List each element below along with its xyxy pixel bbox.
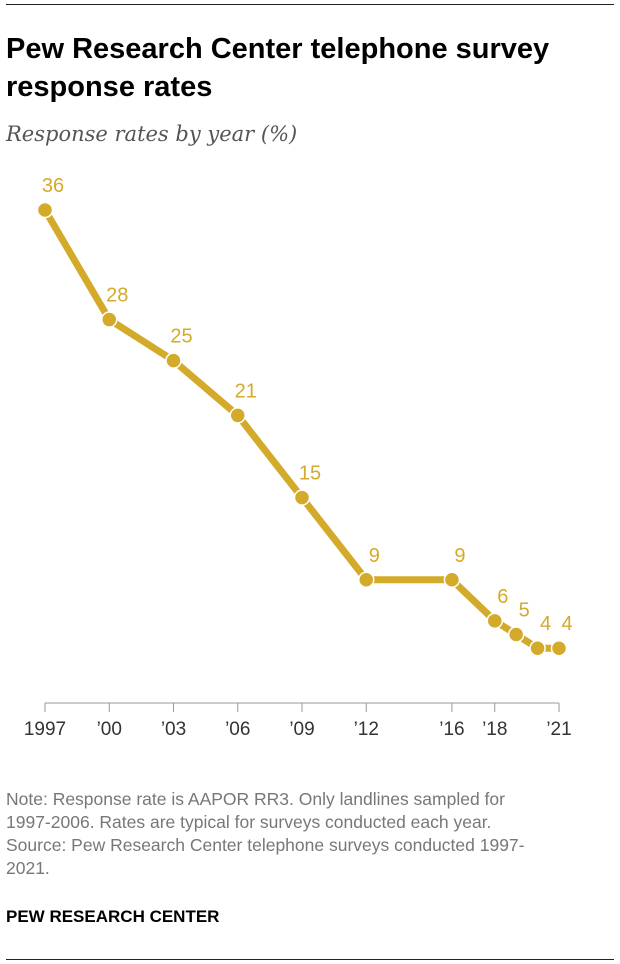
x-tick-label: ’16 xyxy=(439,719,464,740)
data-point xyxy=(293,489,311,506)
data-label: 21 xyxy=(235,380,257,402)
data-point xyxy=(101,311,118,328)
chart-title: Pew Research Center telephone survey res… xyxy=(6,33,550,103)
source-line: 2021. xyxy=(6,858,50,878)
top-rule xyxy=(6,4,614,5)
x-tick-label: ’18 xyxy=(482,719,507,740)
chart-subtitle: Response rates by year (%) xyxy=(6,122,298,146)
x-tick-label: ’00 xyxy=(97,719,122,740)
data-label: 28 xyxy=(106,285,128,307)
data-point xyxy=(443,571,461,588)
data-label: 15 xyxy=(299,463,321,485)
data-point xyxy=(36,201,54,219)
data-point xyxy=(358,571,375,588)
data-label: 9 xyxy=(454,545,465,567)
chart-note: Note: Response rate is AAPOR RR3. Only l… xyxy=(6,788,612,880)
data-point xyxy=(529,639,546,657)
data-point xyxy=(229,407,246,424)
data-label: 6 xyxy=(497,586,508,608)
data-label: 5 xyxy=(519,600,530,622)
x-tick-label: ’09 xyxy=(289,719,314,740)
x-axis: 1997 ’00 ’03 ’06 ’09 ’12 ’16 ’18 ’21 xyxy=(24,702,572,740)
note-line: 1997-2006. Rates are typical for surveys… xyxy=(6,812,492,832)
data-label: 25 xyxy=(170,326,192,348)
data-point xyxy=(486,612,503,630)
x-tick-label: ’03 xyxy=(161,719,186,740)
data-label: 4 xyxy=(540,613,551,635)
data-label: 4 xyxy=(561,613,572,635)
data-point xyxy=(550,639,568,657)
note-line: Note: Response rate is AAPOR RR3. Only l… xyxy=(6,789,505,809)
series-line xyxy=(41,206,563,652)
brand-label: PEW RESEARCH CENTER xyxy=(6,907,220,926)
data-point xyxy=(165,352,182,369)
bottom-rule xyxy=(6,959,614,960)
series-line-layer xyxy=(41,206,563,652)
data-points xyxy=(36,201,568,657)
data-point xyxy=(507,626,525,643)
source-line: Source: Pew Research Center telephone su… xyxy=(6,835,525,855)
x-tick-label: ’12 xyxy=(354,719,379,740)
x-tick-label: ’21 xyxy=(546,719,571,740)
data-label: 9 xyxy=(369,545,380,567)
data-label: 36 xyxy=(42,175,64,197)
x-tick-label: ’06 xyxy=(225,719,250,740)
line-chart: 1997 ’00 ’03 ’06 ’09 ’12 ’16 ’18 ’21 36 28 25 21 15 9… xyxy=(24,175,573,740)
x-tick-label: 1997 xyxy=(24,719,66,740)
